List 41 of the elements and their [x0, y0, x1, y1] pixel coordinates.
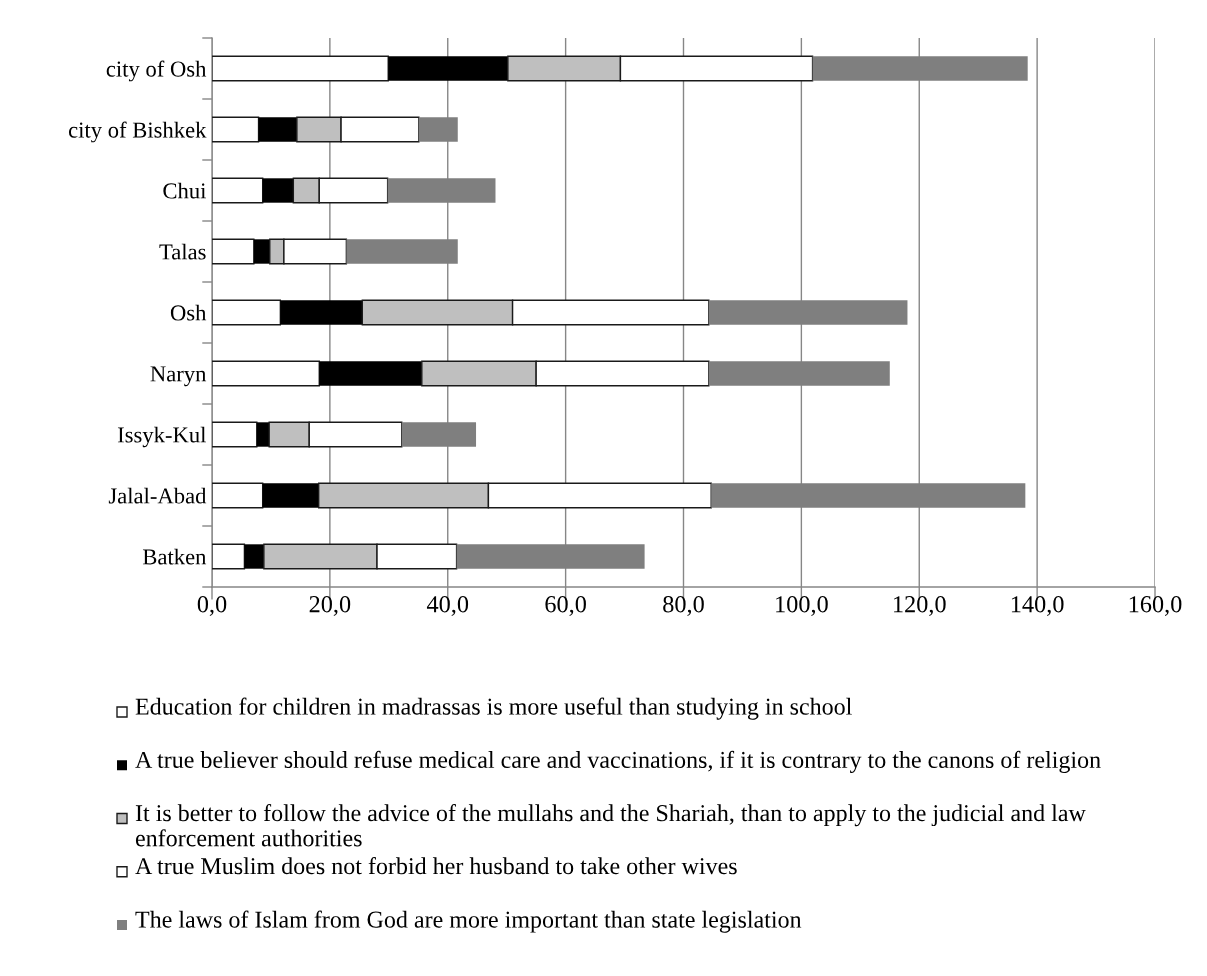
x-tick-label: 80,0	[663, 596, 704, 616]
legend-label: The laws of Islam from God are more important than state legislation	[135, 910, 802, 933]
bar	[262, 483, 319, 508]
bar	[212, 299, 282, 326]
x-tick-label: 160,0	[1129, 596, 1182, 616]
bar	[258, 117, 297, 142]
bar	[212, 360, 320, 387]
y-tick-label: Chui	[163, 182, 207, 199]
legend-label: It is better to follow the advice of the mullahs and the Shariah, than to apply to the judicial and law enforcement authorities	[135, 804, 1086, 847]
bar	[244, 544, 264, 569]
bar	[253, 239, 270, 264]
bar	[262, 178, 294, 203]
x-tick-label: 100,0	[776, 596, 828, 616]
bar	[212, 116, 260, 143]
x-tick-label: 120,0	[894, 596, 946, 616]
bar	[280, 300, 363, 325]
x-tick-label: 140,0	[1011, 596, 1064, 616]
x-tick-label: 0,0	[197, 596, 227, 616]
bar	[212, 238, 255, 265]
y-tick-label: Batken	[142, 548, 207, 565]
legend-label: A true Muslim does not forbid her husband to take other wives	[135, 857, 737, 875]
x-tick-label: 20,0	[309, 596, 351, 616]
bar	[212, 421, 258, 448]
y-tick-label: Talas	[159, 243, 206, 260]
y-tick-label: Osh	[170, 304, 207, 321]
x-tick-label: 40,0	[426, 596, 469, 616]
legend-label: Education for children in madrassas is more useful than studying in school	[135, 697, 852, 720]
bar	[212, 177, 264, 204]
bar	[212, 482, 264, 509]
y-tick-label: Naryn	[150, 366, 207, 387]
y-tick-label: city of Osh	[106, 60, 207, 82]
bar	[256, 422, 270, 447]
y-tick-label: Jalal-Abad	[108, 487, 207, 504]
bar	[212, 55, 389, 82]
bar	[388, 56, 508, 81]
y-tick-label: city of Bishkek	[68, 121, 207, 143]
bar	[212, 543, 246, 570]
legend-label: A true believer should refuse medical care and vaccinations, if it is contrary to the canons of religion	[135, 750, 1101, 773]
x-tick-label: 60,0	[545, 596, 586, 616]
y-tick-label: Issyk-Kul	[117, 426, 206, 448]
bar	[319, 361, 422, 386]
